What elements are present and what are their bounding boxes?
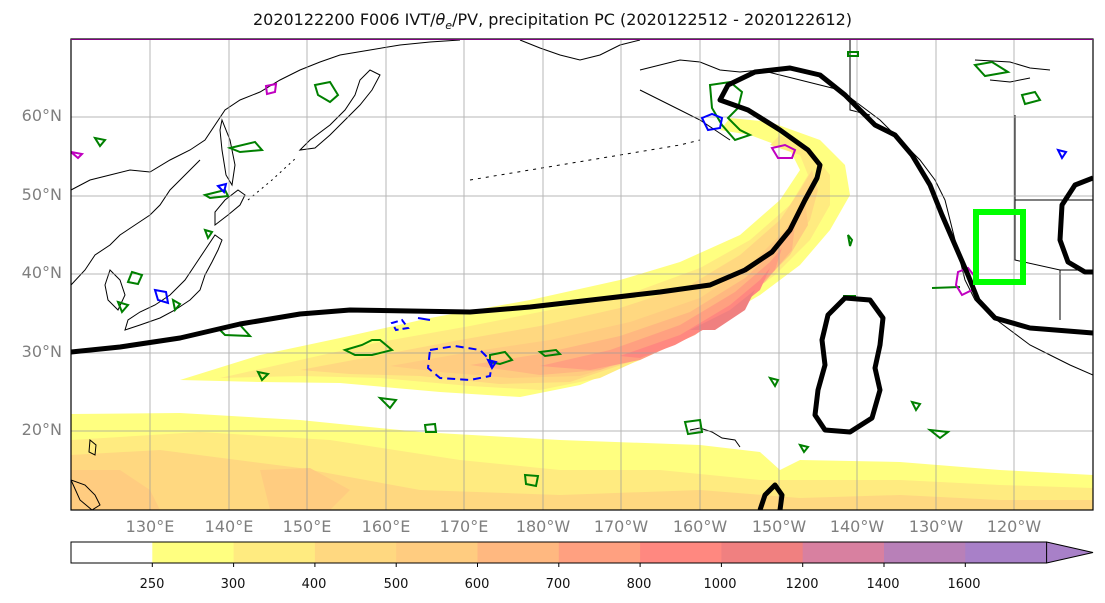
- colorbar-label-500: 500: [383, 577, 409, 592]
- colorbar-label-1600: 1600: [947, 577, 981, 592]
- colorbar-label-400: 400: [301, 577, 327, 592]
- colorbar-label-300: 300: [220, 577, 246, 592]
- lon-label-130w: 130°W: [908, 517, 964, 536]
- colorbar-segment: [396, 542, 478, 563]
- colorbar-label-700: 700: [545, 577, 571, 592]
- colorbar-label-250: 250: [139, 577, 165, 592]
- lon-label-170w: 170°W: [593, 517, 649, 536]
- lon-label-170e: 170°E: [439, 517, 489, 536]
- colorbar-segment: [233, 542, 316, 563]
- colorbar-segment: [314, 542, 397, 563]
- colorbar-segment: [965, 542, 1048, 563]
- theta-e-contours: [71, 65, 1093, 510]
- colorbar-segment: [802, 542, 885, 563]
- lat-label-60n: 60°N: [21, 106, 62, 125]
- theta-e-contour-main: [71, 65, 1093, 355]
- colorbar-label-1000: 1000: [703, 577, 737, 592]
- lon-label-140e: 140°E: [204, 517, 254, 536]
- pv-contours: [71, 51, 1068, 488]
- lon-label-180w: 180°W: [515, 517, 571, 536]
- figure-title: 2020122200 F006 IVT/θe/PV, precipitation…: [252, 10, 853, 33]
- colorbar-label-1200: 1200: [785, 577, 819, 592]
- colorbar-segment: [558, 542, 641, 563]
- colorbar-label-1400: 1400: [866, 577, 900, 592]
- lon-label-140w: 140°W: [829, 517, 885, 536]
- lon-label-150w: 150°W: [751, 517, 807, 536]
- colorbar-segment: [884, 542, 966, 563]
- colorbar-segment: [640, 542, 722, 563]
- lon-label-120w: 120°W: [986, 517, 1042, 536]
- lon-label-160e: 160°E: [361, 517, 411, 536]
- colorbar-segment: [477, 542, 560, 563]
- colorbar-segment: [71, 542, 153, 563]
- theta-e-contour-loop: [812, 295, 886, 435]
- lon-label-130e: 130°E: [125, 517, 175, 536]
- lat-label-30n: 30°N: [21, 342, 62, 361]
- lat-label-20n: 20°N: [21, 420, 62, 439]
- colorbar-segment: [721, 542, 804, 563]
- ivt-shading: [71, 118, 1093, 510]
- lat-label-50n: 50°N: [21, 185, 62, 204]
- lon-label-160w: 160°W: [672, 517, 728, 536]
- pv-negative-contours: [153, 112, 1068, 382]
- colorbar-extend-arrow: [1046, 541, 1094, 564]
- colorbar-label-800: 800: [626, 577, 652, 592]
- colorbar-segment: [152, 542, 235, 563]
- theta-e-contour-bottom: [757, 482, 785, 510]
- lat-label-40n: 40°N: [21, 263, 62, 282]
- colorbar: [70, 541, 1094, 567]
- target-region-box: [973, 209, 1026, 285]
- theta-e-contour-right: [1057, 175, 1093, 275]
- lon-label-150e: 150°E: [282, 517, 332, 536]
- gridlines: [71, 39, 1093, 510]
- colorbar-label-600: 600: [464, 577, 490, 592]
